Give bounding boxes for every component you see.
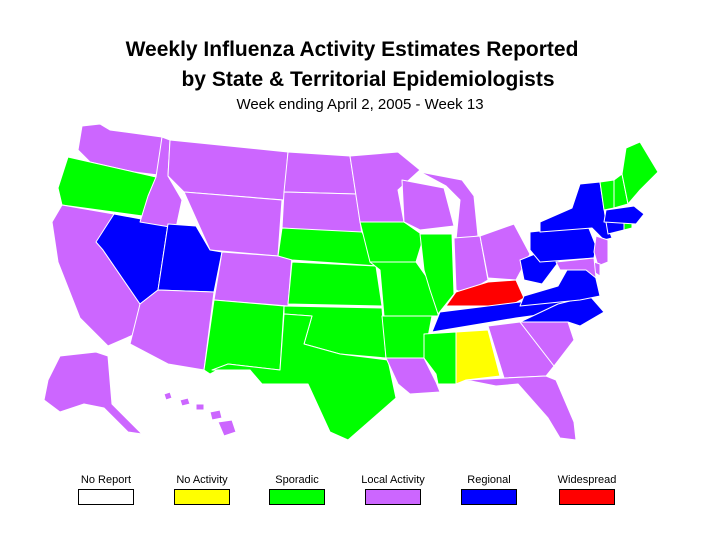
state-nc bbox=[519, 295, 605, 327]
state-md bbox=[555, 257, 597, 279]
state-wi bbox=[401, 179, 455, 231]
state-ak bbox=[43, 351, 143, 435]
legend-swatch bbox=[559, 489, 615, 505]
state-ga bbox=[487, 321, 555, 379]
state-ia bbox=[359, 221, 425, 263]
state-me bbox=[621, 141, 659, 205]
legend-swatch bbox=[461, 489, 517, 505]
legend-item-sporadic: Sporadic bbox=[257, 474, 337, 505]
legend-swatch bbox=[365, 489, 421, 505]
legend-item-widespread: Widespread bbox=[547, 474, 627, 505]
state-ks bbox=[287, 261, 383, 307]
state-fl bbox=[465, 375, 577, 441]
map-subtitle: Week ending April 2, 2005 - Week 13 bbox=[236, 96, 484, 113]
legend-label: Local Activity bbox=[361, 474, 425, 486]
map-title-line1: Weekly Influenza Activity Estimates Repo… bbox=[125, 38, 579, 61]
legend-swatch bbox=[78, 489, 134, 505]
state-co bbox=[213, 251, 293, 307]
state-nm bbox=[203, 299, 285, 375]
legend-swatch bbox=[269, 489, 325, 505]
state-ne bbox=[277, 227, 379, 267]
state-al bbox=[455, 329, 501, 385]
state-ma bbox=[603, 205, 645, 225]
legend-label: Regional bbox=[467, 474, 511, 486]
legend-swatch bbox=[174, 489, 230, 505]
state-az bbox=[129, 289, 215, 371]
state-hi bbox=[163, 391, 237, 437]
legend-item-regional: Regional bbox=[449, 474, 529, 505]
state-sd bbox=[281, 191, 363, 235]
state-nj bbox=[593, 235, 609, 267]
state-tx bbox=[211, 313, 397, 441]
state-nd bbox=[283, 151, 357, 195]
legend-label: Widespread bbox=[557, 474, 617, 486]
legend: No Report No Activity Sporadic Local Act… bbox=[0, 474, 720, 514]
map-title-line2: by State & Territorial Epidemiologists bbox=[181, 68, 555, 91]
legend-label: No Report bbox=[80, 474, 132, 486]
legend-item-no-activity: No Activity bbox=[162, 474, 242, 505]
legend-label: No Activity bbox=[176, 474, 228, 486]
legend-item-no-report: No Report bbox=[66, 474, 146, 505]
state-il bbox=[419, 233, 455, 315]
state-mt bbox=[167, 139, 289, 201]
legend-label: Sporadic bbox=[275, 474, 319, 486]
legend-item-local-activity: Local Activity bbox=[353, 474, 433, 505]
